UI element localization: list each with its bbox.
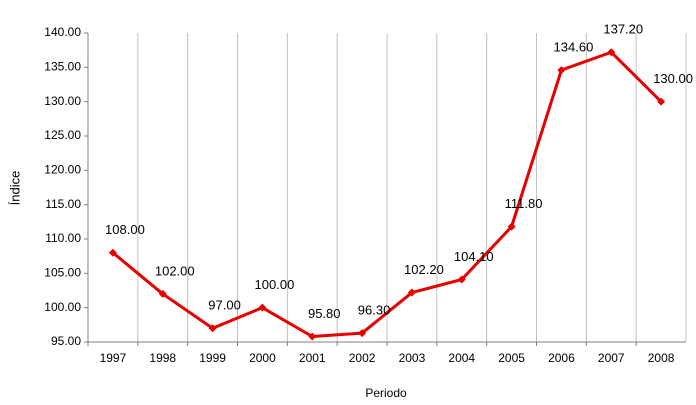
x-tick-label: 1999 <box>199 351 226 365</box>
data-point <box>308 332 317 341</box>
x-tick-label: 2004 <box>448 351 475 365</box>
x-tick-label: 2000 <box>249 351 276 365</box>
x-tick-label: 2003 <box>399 351 426 365</box>
data-label: 96.30 <box>358 303 391 318</box>
data-point <box>657 97 666 106</box>
y-tick-label: 130.00 <box>44 94 81 108</box>
y-tick-label: 105.00 <box>44 266 81 280</box>
data-label: 102.20 <box>404 262 444 277</box>
data-label: 108.00 <box>105 222 145 237</box>
y-tick-label: 135.00 <box>44 60 81 74</box>
x-tick-label: 2006 <box>548 351 575 365</box>
y-axis-label: Índice <box>7 171 22 206</box>
data-line <box>111 50 663 339</box>
x-tick-label: 2001 <box>299 351 326 365</box>
data-point <box>507 222 516 231</box>
x-tick-label: 2007 <box>598 351 625 365</box>
y-tick-label: 120.00 <box>44 163 81 177</box>
data-point <box>108 248 117 257</box>
data-point <box>158 289 167 298</box>
data-label: 100.00 <box>255 277 295 292</box>
data-label: 111.80 <box>505 196 543 211</box>
data-point <box>208 324 217 333</box>
y-tick-label: 125.00 <box>44 128 81 142</box>
data-label: 134.60 <box>554 40 594 55</box>
data-label: 97.00 <box>208 298 241 313</box>
x-tick-label: 2008 <box>648 351 675 365</box>
x-tick-label: 1998 <box>149 351 176 365</box>
data-point <box>258 303 267 312</box>
data-label: 102.00 <box>155 263 195 278</box>
y-tick-label: 115.00 <box>45 197 81 211</box>
y-tick-label: 140.00 <box>44 25 81 39</box>
data-label: 137.20 <box>603 22 643 37</box>
y-tick-label: 95.00 <box>51 334 81 348</box>
data-label: 130.00 <box>653 71 693 86</box>
y-tick-label: 100.00 <box>44 300 81 314</box>
data-label: 95.80 <box>308 306 341 321</box>
x-tick-label: 2005 <box>498 351 525 365</box>
data-point <box>457 275 466 284</box>
data-point <box>407 288 416 297</box>
data-point <box>607 48 616 57</box>
data-point <box>358 329 367 338</box>
x-axis-label: Periodo <box>365 386 407 400</box>
y-tick-label: 110.00 <box>45 231 81 245</box>
x-tick-label: 2002 <box>349 351 376 365</box>
x-tick-label: 1997 <box>100 351 127 365</box>
data-point <box>557 66 566 75</box>
data-label: 104.10 <box>454 249 494 264</box>
